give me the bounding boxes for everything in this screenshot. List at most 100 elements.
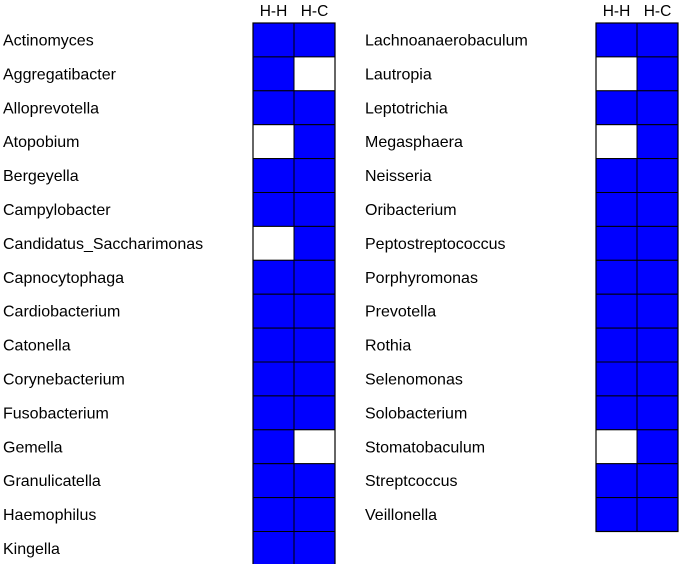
heatmap-cell [636, 395, 679, 431]
heatmap-cell [252, 259, 295, 295]
row-label: Rothia [365, 338, 411, 355]
heatmap-cell [636, 225, 679, 261]
panel-border [595, 22, 679, 533]
heatmap-cell [595, 463, 638, 499]
row-label: Cardiobacterium [3, 304, 120, 321]
heatmap-cell [293, 395, 336, 431]
heatmap-cell [293, 531, 336, 564]
heatmap-cell [595, 327, 638, 363]
heatmap-cell [636, 90, 679, 126]
heatmap-cell [595, 22, 638, 58]
row-label: Atopobium [3, 134, 80, 151]
heatmap-cell [293, 158, 336, 194]
heatmap-cell [595, 192, 638, 227]
heatmap-cell [636, 293, 679, 329]
column-header: H-H [260, 3, 288, 20]
heatmap-cell [293, 225, 336, 261]
row-label: Gemella [3, 439, 63, 456]
row-label: Lautropia [365, 66, 432, 83]
heatmap-cell [595, 497, 638, 533]
heatmap-cell [595, 225, 638, 261]
heatmap-cell [595, 293, 638, 329]
heatmap-cell [252, 395, 295, 431]
heatmap-cell [636, 361, 679, 397]
heatmap-cell [293, 56, 336, 92]
heatmap-cell [595, 429, 638, 465]
row-label: Prevotella [365, 304, 436, 321]
row-label: Selenomonas [365, 371, 463, 388]
row-label: Alloprevotella [3, 100, 99, 117]
row-label: Corynebacterium [3, 371, 125, 388]
heatmap-cell [636, 259, 679, 295]
heatmap-cell [636, 429, 679, 465]
row-label: Fusobacterium [3, 405, 109, 422]
heatmap-cell [293, 497, 336, 533]
panel-border [252, 22, 336, 564]
heatmap-cell [636, 497, 679, 533]
heatmap-cell [595, 361, 638, 397]
heatmap-cell [595, 259, 638, 295]
heatmap-cell [636, 463, 679, 499]
heatmap-cell [252, 531, 295, 564]
row-label: Stomatobaculum [365, 439, 485, 456]
heatmap-cell [636, 22, 679, 58]
heatmap-cell [293, 463, 336, 499]
heatmap-cell [595, 395, 638, 431]
row-label: Peptostreptococcus [365, 236, 506, 253]
row-label: Bergeyella [3, 168, 79, 185]
heatmap-cell [595, 56, 638, 92]
row-label: Neisseria [365, 168, 432, 185]
row-label: Lachnoanaerobaculum [365, 32, 528, 49]
row-label: Oribacterium [365, 202, 457, 219]
column-header: H-H [603, 3, 631, 20]
heatmap-cell [293, 293, 336, 329]
heatmap-cell [293, 192, 336, 227]
heatmap-cell [636, 327, 679, 363]
heatmap-cell [252, 90, 295, 126]
column-header: H-C [644, 3, 672, 20]
row-label: Haemophilus [3, 507, 96, 524]
heatmap-cell [252, 124, 295, 160]
heatmap-cell [293, 259, 336, 295]
heatmap-cell [293, 124, 336, 160]
heatmap-cell [293, 361, 336, 397]
heatmap-cell [252, 158, 295, 194]
row-label: Leptotrichia [365, 100, 448, 117]
heatmap-cell [252, 327, 295, 363]
row-label: Candidatus_Saccharimonas [3, 236, 203, 253]
heatmap-cell [252, 497, 295, 533]
heatmap-cell [636, 158, 679, 194]
heatmap-cell [636, 192, 679, 227]
row-label: Kingella [3, 541, 60, 558]
heatmap-cell [293, 90, 336, 126]
heatmap-cell [293, 327, 336, 363]
row-label: Capnocytophaga [3, 270, 124, 287]
row-label: Granulicatella [3, 473, 101, 490]
row-label: Veillonella [365, 507, 437, 524]
heatmap-cell [252, 225, 295, 261]
row-label: Aggregatibacter [3, 66, 117, 83]
heatmap-cell [252, 361, 295, 397]
heatmap-cell [252, 56, 295, 92]
row-label: Catonella [3, 338, 71, 355]
row-label: Streptcoccus [365, 473, 457, 490]
heatmap-cell [293, 429, 336, 465]
row-label: Megasphaera [365, 134, 463, 151]
column-header: H-C [301, 3, 329, 20]
heatmap-cell [252, 192, 295, 227]
heatmap-cell [252, 429, 295, 465]
row-label: Porphyromonas [365, 270, 478, 287]
heatmap-cell [252, 22, 295, 58]
row-label: Solobacterium [365, 405, 467, 422]
row-label: Actinomyces [3, 32, 94, 49]
heatmap-cell [636, 124, 679, 160]
heatmap-cell [595, 124, 638, 160]
row-label: Campylobacter [3, 202, 111, 219]
heatmap-cell [595, 90, 638, 126]
heatmap-cell [252, 463, 295, 499]
heatmap-cell [293, 22, 336, 58]
heatmap-cell [636, 56, 679, 92]
heatmap-cell [595, 158, 638, 194]
heatmap-cell [252, 293, 295, 329]
